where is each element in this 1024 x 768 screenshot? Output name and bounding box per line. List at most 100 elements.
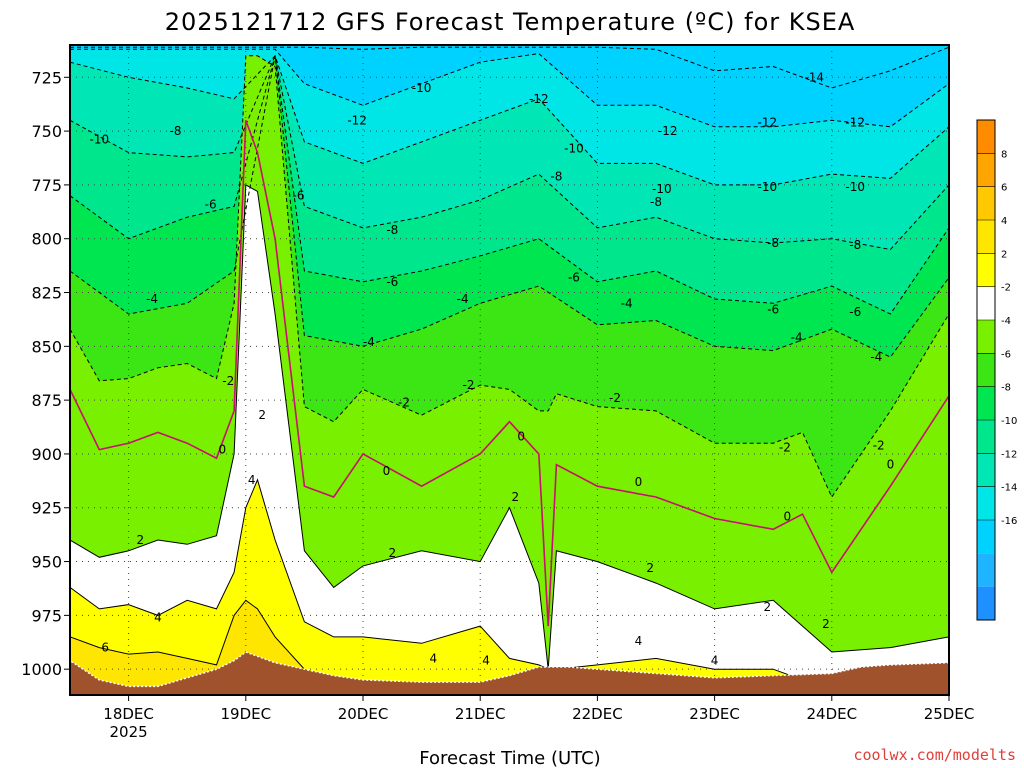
contour-label: -2 — [609, 391, 621, 405]
contour-label: -8 — [849, 238, 861, 252]
y-tick-label: 900 — [31, 445, 62, 464]
contour-label: -2 — [398, 395, 410, 409]
contour-label: -10 — [758, 180, 778, 194]
band-above-2 — [70, 184, 949, 695]
colorbar-label: -2 — [1001, 283, 1011, 294]
contour-label: -12 — [529, 92, 549, 106]
colorbar-label: 2 — [1001, 249, 1007, 260]
y-tick-label: 1000 — [21, 660, 62, 679]
contour-label: 2 — [512, 490, 520, 504]
y-tick-label: 800 — [31, 230, 62, 249]
colorbar-frame — [976, 119, 996, 621]
contour-label: -8 — [767, 236, 779, 250]
colorbar-label: -4 — [1001, 316, 1011, 327]
colorbar-label: -14 — [1001, 483, 1017, 494]
contour-label: -4 — [791, 331, 803, 345]
y-tick-label: 950 — [31, 553, 62, 572]
contour-label: -8 — [169, 124, 181, 138]
contour-label: 0 — [783, 509, 791, 523]
colorbar-swatch — [977, 353, 995, 387]
y-tick-label: 975 — [31, 606, 62, 625]
contour-label: -6 — [568, 270, 580, 284]
contour-label: -6 — [293, 189, 305, 203]
contour-label: -4 — [146, 292, 158, 306]
contour-label: 2 — [646, 561, 654, 575]
colorbar-label: 4 — [1001, 216, 1007, 227]
isotherm--6 — [70, 55, 949, 315]
credit-link[interactable]: coolwx.com/modelts — [853, 746, 1016, 764]
contour-label: 4 — [482, 654, 490, 668]
y-tick-label: 775 — [31, 176, 62, 195]
x-tick-label: 21DEC — [455, 705, 506, 723]
contour-label: -4 — [363, 335, 375, 349]
contour-label: -4 — [457, 292, 469, 306]
colorbar-label: -6 — [1001, 349, 1011, 360]
contour-label: -12 — [658, 124, 678, 138]
colorbar-label: 6 — [1001, 183, 1007, 194]
contour-label: 0 — [219, 443, 227, 457]
plot-frame — [69, 44, 950, 696]
colorbar-swatch — [977, 186, 995, 220]
grid-layer — [70, 45, 949, 695]
isotherm-4 — [70, 478, 949, 687]
colorbar: 8 6 4 2 -2 -4 -6 -8 -10 -12 -14 -16 — [976, 119, 1017, 621]
contour-label: 0 — [517, 430, 525, 444]
colorbar-swatch — [977, 520, 995, 554]
colorbar-swatch — [977, 220, 995, 254]
colorbar-label: -10 — [1001, 416, 1017, 427]
ground-layer — [70, 651, 949, 695]
contour-label: 2 — [258, 408, 266, 422]
colorbar-label: -12 — [1001, 449, 1017, 460]
y-tick-label: 725 — [31, 68, 62, 87]
contour-label: -8 — [550, 169, 562, 183]
colorbar-swatch — [977, 120, 995, 154]
x-tick-sublabel: 2025 — [110, 723, 148, 741]
colorbar-swatch — [977, 486, 995, 520]
contour-label: 2 — [136, 533, 144, 547]
isotherm--8 — [70, 54, 949, 251]
isotherm-0 — [70, 120, 949, 627]
contour-label: -2 — [462, 378, 474, 392]
contour-label: 4 — [711, 654, 719, 668]
chart-title: 2025121712 GFS Forecast Temperature (ºC)… — [165, 8, 856, 36]
contour-label: 4 — [154, 611, 162, 625]
contour-label: -2 — [873, 438, 885, 452]
ground-surface — [70, 651, 949, 695]
temperature-fill-layer — [70, 45, 949, 695]
contour-label: 4 — [248, 473, 256, 487]
contour-label: -6 — [767, 303, 779, 317]
isotherm-lines-layer — [70, 46, 949, 692]
contour-label: -6 — [205, 197, 217, 211]
contour-label: 2 — [764, 600, 772, 614]
y-tick-label: 850 — [31, 337, 62, 356]
isotherm--4 — [70, 55, 949, 358]
x-tick-label: 19DEC — [221, 705, 272, 723]
x-tick-label: 23DEC — [689, 705, 740, 723]
contour-label: -6 — [849, 305, 861, 319]
contour-label: -4 — [621, 296, 633, 310]
contour-label: 0 — [383, 464, 391, 478]
y-tick-label: 925 — [31, 499, 62, 518]
y-tick-label: 875 — [31, 391, 62, 410]
isotherm--14 — [70, 46, 949, 89]
colorbar-label: -16 — [1001, 516, 1017, 527]
contour-label: -10 — [845, 180, 865, 194]
colorbar-swatch — [977, 553, 995, 587]
contour-label: -6 — [386, 275, 398, 289]
colorbar-swatch — [977, 253, 995, 287]
x-tick-label: 20DEC — [338, 705, 389, 723]
contour-label: -14 — [804, 70, 824, 84]
contour-label: -10 — [564, 141, 584, 155]
x-tick-label: 25DEC — [924, 705, 975, 723]
contour-label: -12 — [845, 115, 865, 129]
x-tick-label: 22DEC — [572, 705, 623, 723]
colorbar-swatch — [977, 586, 995, 620]
contour-label: 6 — [101, 641, 109, 655]
contour-label: -2 — [779, 440, 791, 454]
x-tick-label: 18DEC — [103, 705, 154, 723]
colorbar-label: -8 — [1001, 383, 1011, 394]
contour-label: -8 — [386, 223, 398, 237]
x-tick-label: 24DEC — [807, 705, 858, 723]
